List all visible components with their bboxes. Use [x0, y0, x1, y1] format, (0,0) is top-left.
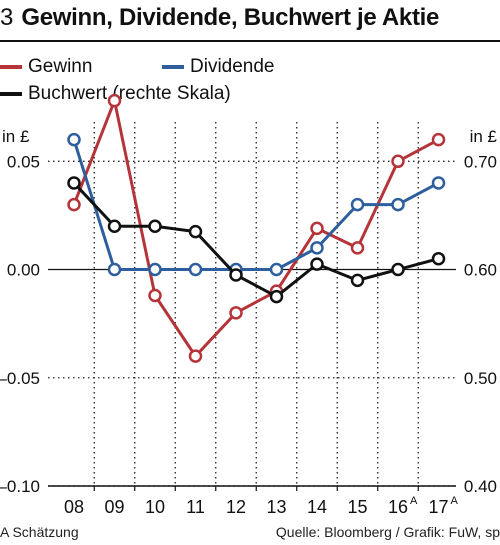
legend-swatch-dividende: [162, 65, 184, 69]
data-point-gewinn: [310, 221, 324, 236]
legend-swatch-buchwert: [0, 92, 22, 96]
data-point-dividende: [350, 197, 365, 212]
left-tick-label: –0.05: [0, 369, 40, 388]
x-tick-label: 13: [266, 497, 286, 517]
x-tick-superscript: A: [410, 495, 418, 507]
data-point-gewinn: [67, 197, 81, 212]
left-tick-label: 0.00: [7, 261, 40, 280]
data-point-gewinn: [229, 306, 243, 320]
legend: Gewinn Dividende Buchwert (rechte Skala): [0, 52, 500, 112]
legend-item-gewinn: Gewinn: [0, 56, 92, 78]
x-tick-label: 10: [145, 497, 165, 517]
data-point-buchwert: [350, 273, 365, 288]
right-tick-label: 0.60: [464, 261, 497, 280]
data-point-dividende: [148, 262, 162, 277]
left-tick-label: –0.10: [0, 477, 40, 496]
x-tick-label: 17: [428, 497, 448, 517]
data-point-buchwert: [431, 251, 446, 266]
data-point-buchwert: [107, 219, 122, 233]
x-tick-superscript: A: [451, 495, 459, 507]
data-point-gewinn: [431, 132, 446, 147]
data-point-gewinn: [391, 154, 405, 169]
data-point-dividende: [431, 176, 446, 190]
data-point-dividende: [67, 132, 81, 147]
left-axis-unit: in £: [2, 127, 30, 146]
data-point-buchwert: [229, 268, 243, 282]
legend-item-dividende: Dividende: [162, 56, 275, 78]
x-tick-label: 09: [104, 497, 124, 517]
data-point-buchwert: [148, 219, 162, 233]
data-point-gewinn: [148, 288, 162, 303]
x-tick-label: 12: [226, 497, 246, 517]
data-point-buchwert: [391, 262, 405, 277]
data-point-buchwert: [269, 289, 284, 304]
data-point-buchwert: [67, 176, 81, 190]
legend-swatch-gewinn: [0, 65, 22, 69]
data-point-buchwert: [188, 224, 203, 239]
x-tick-label: 15: [347, 497, 367, 517]
x-tick-label: 11: [186, 497, 205, 517]
chart-title: Gewinn, Dividende, Buchwert je Aktie: [21, 4, 440, 31]
data-point-gewinn: [188, 349, 203, 363]
left-tick-label: 0.05: [7, 152, 40, 171]
series-line-buchwert: [72, 181, 439, 299]
data-point-buchwert: [310, 257, 324, 271]
series-line-dividende: [72, 139, 440, 272]
right-tick-label: 0.70: [464, 152, 497, 171]
right-tick-label: 0.50: [464, 369, 497, 388]
x-tick-label: 08: [64, 497, 84, 517]
legend-label-gewinn: Gewinn: [28, 56, 93, 77]
legend-label-buchwert: Buchwert (rechte Skala): [28, 83, 231, 104]
data-point-dividende: [391, 197, 405, 212]
title-row: 3 Gewinn, Dividende, Buchwert je Aktie: [0, 4, 439, 38]
footnote: A Schätzung: [0, 524, 79, 540]
data-point-dividende: [310, 241, 324, 255]
right-axis-unit: in £: [470, 127, 498, 146]
data-point-dividende: [188, 262, 203, 277]
x-tick-label: 14: [307, 497, 327, 517]
title-divider: [0, 40, 500, 42]
x-tick-label: 16: [388, 497, 408, 517]
chart-number: 3: [0, 4, 14, 31]
right-tick-label: 0.40: [464, 477, 497, 496]
source-credit: Quelle: Bloomberg / Grafik: FuW, sp: [275, 524, 500, 540]
legend-item-buchwert: Buchwert (rechte Skala): [0, 83, 231, 105]
data-point-gewinn: [350, 241, 365, 255]
data-point-gewinn: [107, 93, 122, 108]
legend-label-dividende: Dividende: [190, 56, 275, 77]
data-point-dividende: [107, 262, 122, 277]
data-point-dividende: [269, 262, 284, 277]
